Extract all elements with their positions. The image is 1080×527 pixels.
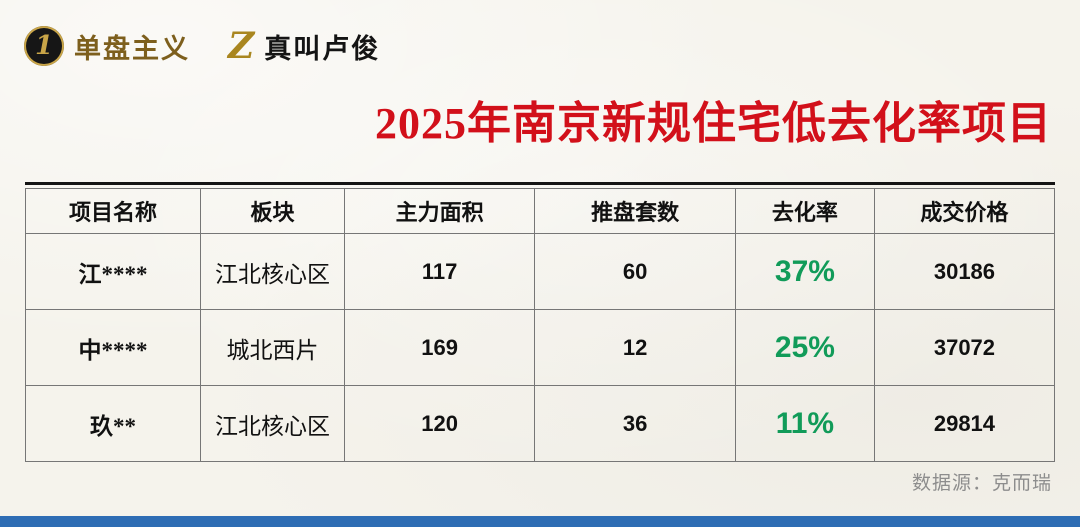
danpanzhuyi-logo-text: 单盘主义 [74, 33, 190, 64]
bottom-accent-bar [0, 516, 1080, 527]
zhenjiaolujun-logo-icon: Z [228, 25, 255, 67]
cell-district: 江北核心区 [199, 385, 345, 462]
table-row: 玖** 江北核心区 120 36 11% 29814 [25, 385, 1056, 462]
cell-transaction-price: 37072 [873, 309, 1056, 386]
cell-main-size: 117 [343, 233, 536, 310]
cell-absorption-rate: 37% [734, 233, 875, 310]
col-header-absorption-rate: 去化率 [734, 188, 875, 234]
zhenjiaolujun-logo-text: 真叫卢俊 [264, 33, 381, 64]
cell-project-name: 江**** [25, 233, 201, 310]
cell-project-name: 玖** [25, 385, 201, 462]
cell-absorption-rate: 25% [734, 309, 875, 386]
col-header-units-launched: 推盘套数 [534, 188, 736, 234]
col-header-main-size: 主力面积 [343, 188, 536, 234]
data-source-note: 数据源：克而瑞 [911, 473, 1052, 494]
cell-transaction-price: 30186 [873, 233, 1056, 310]
projects-table-wrap: 项目名称 板块 主力面积 推盘套数 去化率 成交价格 江**** 江北核心区 1… [25, 182, 1056, 462]
cell-main-size: 169 [343, 309, 536, 386]
table-row: 江**** 江北核心区 117 60 37% 30186 [25, 233, 1056, 310]
col-header-project-name: 项目名称 [25, 188, 201, 234]
table-row: 中**** 城北西片 169 12 25% 37072 [25, 309, 1056, 386]
projects-table: 项目名称 板块 主力面积 推盘套数 去化率 成交价格 江**** 江北核心区 1… [25, 188, 1056, 462]
danpanzhuyi-logo-icon: 1 [24, 26, 64, 66]
cell-district: 江北核心区 [199, 233, 345, 310]
cell-main-size: 120 [343, 385, 536, 462]
cell-absorption-rate: 11% [734, 385, 875, 462]
col-header-district: 板块 [199, 188, 345, 234]
cell-units-launched: 60 [534, 233, 736, 310]
cell-district: 城北西片 [199, 309, 345, 386]
cell-units-launched: 12 [534, 309, 736, 386]
danpanzhuyi-logo: 1 单盘主义 [24, 26, 190, 66]
page-title: 2025年南京新规住宅低去化率项目 [375, 99, 1052, 148]
cell-transaction-price: 29814 [873, 385, 1056, 462]
brand-header: 1 单盘主义 Z 真叫卢俊 [24, 26, 380, 66]
cell-project-name: 中**** [25, 309, 201, 386]
zhenjiaolujun-logo: Z 真叫卢俊 [228, 27, 380, 66]
col-header-transaction-price: 成交价格 [873, 188, 1056, 234]
cell-units-launched: 36 [534, 385, 736, 462]
table-header-row: 项目名称 板块 主力面积 推盘套数 去化率 成交价格 [25, 188, 1056, 234]
